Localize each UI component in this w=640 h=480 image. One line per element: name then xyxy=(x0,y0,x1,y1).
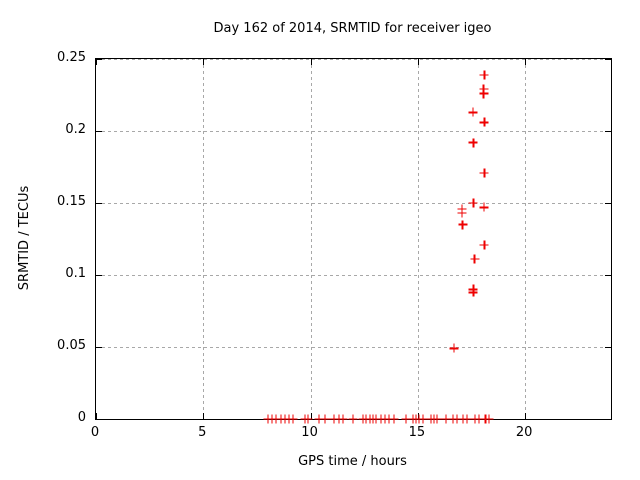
x-tick-mark xyxy=(310,413,312,419)
y-gridline xyxy=(96,59,611,60)
y-tick-mark xyxy=(96,203,102,204)
data-point-marker xyxy=(329,414,339,424)
y-tick-mark xyxy=(96,275,102,276)
x-axis-label: GPS time / hours xyxy=(298,454,407,469)
x-gridline xyxy=(310,59,312,419)
y-tick-mark xyxy=(605,59,611,60)
y-gridline xyxy=(96,203,611,204)
y-gridline xyxy=(96,275,611,276)
data-point-marker xyxy=(468,287,478,297)
y-tick-mark xyxy=(605,131,611,132)
data-point-marker xyxy=(338,414,348,424)
y-tick-mark xyxy=(96,59,102,60)
data-point-marker xyxy=(474,414,484,424)
data-point-marker xyxy=(271,414,281,424)
x-tick-mark xyxy=(417,413,419,419)
x-tick-label: 15 xyxy=(408,425,426,440)
data-point-marker xyxy=(384,414,394,424)
data-point-marker xyxy=(303,414,313,424)
data-point-marker xyxy=(479,89,489,99)
data-point-marker xyxy=(479,70,489,80)
plot-area xyxy=(95,58,612,424)
x-tick-mark xyxy=(203,59,205,65)
data-point-marker xyxy=(479,117,489,127)
data-point-marker xyxy=(470,254,480,264)
y-tick-label: 0.05 xyxy=(57,338,86,353)
x-gridline xyxy=(203,59,205,419)
y-tick-label: 0.2 xyxy=(65,122,86,137)
y-tick-mark xyxy=(96,347,102,348)
chart-title: Day 162 of 2014, SRMTID for receiver ige… xyxy=(213,21,492,36)
data-point-marker xyxy=(479,168,489,178)
x-tick-mark xyxy=(96,413,97,419)
x-tick-mark xyxy=(96,59,97,65)
data-point-marker xyxy=(462,414,472,424)
data-point-marker xyxy=(449,343,459,353)
data-point-marker xyxy=(389,414,399,424)
data-point-marker xyxy=(452,414,462,424)
x-tick-label: 20 xyxy=(515,425,533,440)
y-gridline xyxy=(96,131,611,132)
x-gridline xyxy=(417,59,419,419)
data-point-marker xyxy=(468,198,478,208)
y-tick-mark xyxy=(605,275,611,276)
data-point-marker xyxy=(468,138,478,148)
data-point-marker xyxy=(458,220,468,230)
data-point-marker xyxy=(479,202,489,212)
data-point-marker xyxy=(457,208,467,218)
data-point-marker xyxy=(320,414,330,424)
x-tick-mark xyxy=(525,413,527,419)
data-point-marker xyxy=(484,414,494,424)
y-tick-label: 0.25 xyxy=(57,50,86,65)
data-point-marker xyxy=(441,414,451,424)
y-tick-label: 0.15 xyxy=(57,194,86,209)
data-point-marker xyxy=(314,414,324,424)
data-point-marker xyxy=(288,414,298,424)
x-tick-mark xyxy=(417,59,419,65)
data-point-marker xyxy=(348,414,358,424)
y-tick-mark xyxy=(605,419,611,420)
y-tick-label: 0 xyxy=(77,410,86,425)
data-point-marker xyxy=(432,414,442,424)
x-tick-mark xyxy=(310,59,312,65)
x-tick-mark xyxy=(525,59,527,65)
x-tick-label: 10 xyxy=(301,425,318,440)
y-tick-mark xyxy=(96,131,102,132)
data-point-marker xyxy=(418,414,428,424)
data-point-marker xyxy=(468,107,478,117)
data-point-marker xyxy=(401,414,411,424)
y-tick-mark xyxy=(605,203,611,204)
y-tick-label: 0.1 xyxy=(65,266,86,281)
y-gridline xyxy=(96,347,611,348)
data-point-marker xyxy=(371,414,381,424)
x-gridline xyxy=(525,59,527,419)
x-tick-mark xyxy=(203,413,205,419)
x-tick-label: 0 xyxy=(90,425,100,440)
data-point-marker xyxy=(479,240,489,250)
x-tick-label: 5 xyxy=(198,425,207,440)
y-tick-mark xyxy=(605,347,611,348)
y-tick-mark xyxy=(96,419,102,420)
